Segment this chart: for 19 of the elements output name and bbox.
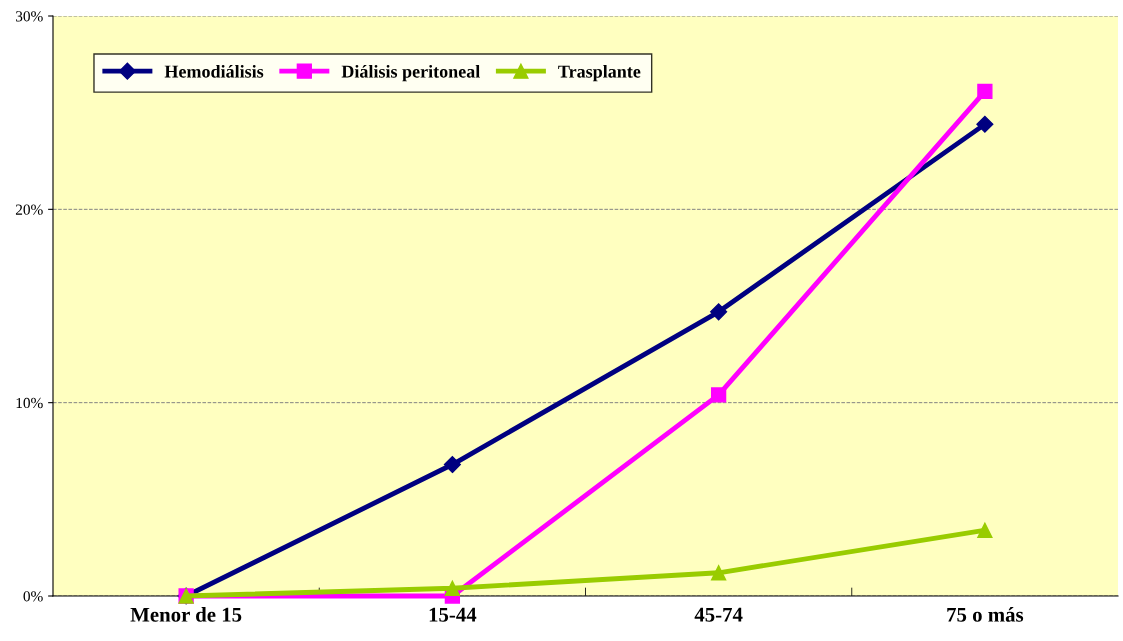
- legend-label: Diálisis peritoneal: [341, 64, 480, 82]
- point: [443, 455, 461, 474]
- legend-label: Trasplante: [558, 64, 641, 82]
- y-tick-label: 30%: [16, 11, 43, 22]
- point: [977, 522, 993, 538]
- point: [976, 115, 994, 133]
- point: [710, 565, 727, 581]
- y-tick-label: 0%: [23, 591, 43, 602]
- x-tick-label: 45-74: [694, 607, 743, 622]
- point: [710, 303, 728, 321]
- x-tick-label: 15-44: [429, 607, 477, 622]
- x-tick-label: 75 o más: [947, 607, 1024, 622]
- x-tick-label: Menor de 15: [130, 607, 242, 622]
- y-tick-label: 20%: [15, 204, 43, 215]
- y-tick-label: 10%: [16, 397, 43, 409]
- point: [444, 580, 461, 596]
- point: [977, 83, 993, 100]
- point: [710, 387, 727, 403]
- legend-label: Hemodiálisis: [164, 64, 264, 78]
